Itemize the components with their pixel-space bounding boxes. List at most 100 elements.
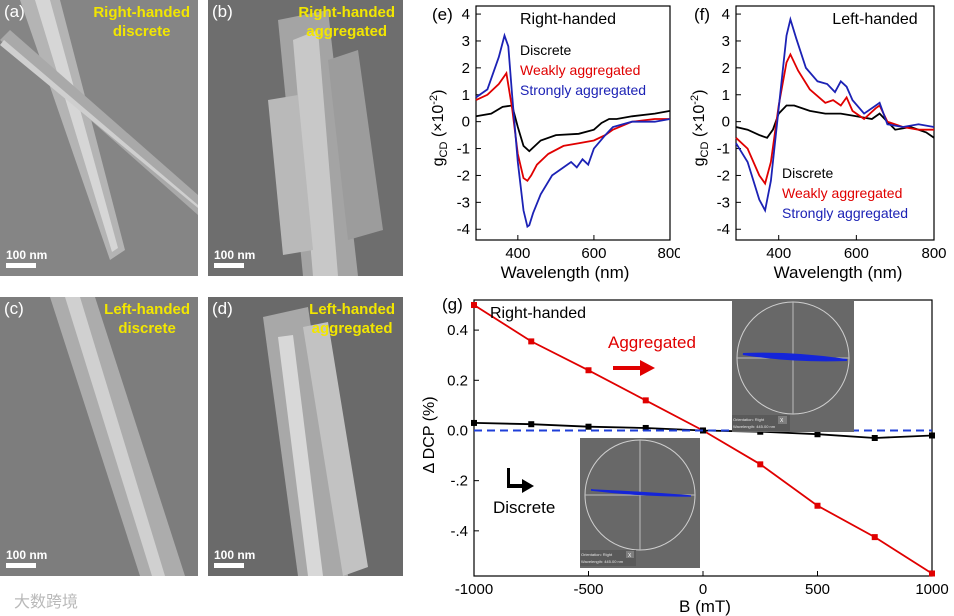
y-tick-label: 0 bbox=[722, 114, 730, 131]
x-tick-label: 800 bbox=[921, 245, 946, 262]
x-tick-label: 600 bbox=[581, 245, 606, 262]
sem-caption: Left-handed discrete bbox=[104, 300, 190, 338]
y-tick-label: -.4 bbox=[450, 523, 468, 540]
sem-texture bbox=[208, 297, 403, 576]
legend-entry: Weakly aggregated bbox=[782, 185, 902, 201]
data-point bbox=[642, 397, 649, 404]
y-tick-label: 2 bbox=[462, 60, 470, 77]
panel-label: (f) bbox=[694, 5, 710, 24]
sem-image-b: (b) Right-handed aggregated 100 nm bbox=[208, 0, 403, 276]
y-axis-label: Δ DCP (%) bbox=[421, 396, 438, 473]
scale-bar-line bbox=[6, 263, 36, 268]
data-point bbox=[757, 461, 764, 468]
x-tick-label: 400 bbox=[766, 245, 791, 262]
scale-bar: 100 nm bbox=[6, 248, 47, 268]
data-point bbox=[585, 367, 592, 374]
inset-wavelength-text: Wavelength: 445.00 nm bbox=[733, 424, 776, 429]
legend-entry: Strongly aggregated bbox=[782, 205, 908, 221]
series-line-strongly-aggregated bbox=[735, 15, 935, 214]
panel-letter: (b) bbox=[212, 2, 233, 21]
sem-caption: Left-handed aggregated bbox=[309, 300, 395, 338]
x-tick-label: 0 bbox=[699, 581, 707, 598]
series-line-discrete bbox=[475, 104, 671, 153]
polarization-inset-aggregated: Orientation: Right Wavelength: 445.00 nm… bbox=[732, 300, 854, 432]
y-tick-label: 0 bbox=[462, 114, 470, 131]
plot-frame bbox=[735, 5, 935, 241]
caption-line-2: aggregated bbox=[311, 320, 393, 337]
discrete-label: Discrete bbox=[493, 498, 555, 517]
watermark-text: 大数跨境 bbox=[14, 592, 79, 611]
data-point bbox=[528, 421, 535, 428]
scale-bar: 100 nm bbox=[214, 248, 255, 268]
data-point bbox=[642, 424, 649, 431]
series-line-strongly-aggregated bbox=[475, 32, 671, 229]
caption-line-1: Left-handed bbox=[309, 301, 395, 318]
y-tick-label: 1 bbox=[462, 87, 470, 104]
aggregated-label: Aggregated bbox=[608, 333, 696, 352]
sem-caption: Right-handed discrete bbox=[93, 3, 190, 41]
data-point bbox=[929, 432, 935, 439]
y-tick-label: 3 bbox=[722, 33, 730, 50]
caption-line-1: Right-handed bbox=[93, 4, 190, 21]
scale-label: 100 nm bbox=[6, 248, 48, 262]
inset-close-icon: X bbox=[780, 418, 784, 424]
y-axis-label: gCD (×10-2) bbox=[689, 90, 711, 167]
sem-image-c: (c) Left-handed discrete 100 nm bbox=[0, 297, 198, 576]
inset-orientation-text: Orientation: Right bbox=[581, 552, 613, 557]
panel-letter: (a) bbox=[4, 2, 25, 21]
panel-letter: (d) bbox=[212, 299, 233, 318]
legend-entry: Discrete bbox=[782, 165, 834, 181]
sem-caption: Right-handed aggregated bbox=[298, 3, 395, 41]
panel-label: (e) bbox=[432, 5, 453, 24]
scale-bar: 100 nm bbox=[214, 548, 255, 568]
y-tick-label: -2 bbox=[457, 167, 470, 184]
cd-spectrum-chart-left-handed: (f) 400 600 800 -4 -3 -2 -1 0 1 2 3 4 Left-handed D… bbox=[689, 5, 947, 282]
y-tick-label: -4 bbox=[717, 221, 730, 238]
x-tick-label: 600 bbox=[844, 245, 869, 262]
inset-close-icon: X bbox=[628, 553, 632, 559]
y-tick-label: -3 bbox=[717, 194, 730, 211]
data-point bbox=[929, 570, 935, 577]
inset-wavelength-text: Wavelength: 445.00 nm bbox=[581, 559, 624, 564]
scale-label: 100 nm bbox=[6, 548, 48, 562]
y-tick-label: 4 bbox=[722, 6, 730, 23]
sem-image-a: (a) Right-handed discrete 100 nm bbox=[0, 0, 198, 276]
legend-entry: Discrete bbox=[520, 42, 572, 58]
sem-image-d: (d) Left-handed aggregated 100 nm bbox=[208, 297, 403, 576]
y-tick-label: -1 bbox=[717, 141, 730, 158]
polarization-ellipse bbox=[590, 489, 692, 497]
caption-line-2: aggregated bbox=[306, 23, 388, 40]
caption-line-1: Left-handed bbox=[104, 301, 190, 318]
scale-bar: 100 nm bbox=[6, 548, 47, 568]
y-tick-label: 1 bbox=[722, 87, 730, 104]
scale-bar-line bbox=[6, 563, 36, 568]
caption-line-2: discrete bbox=[112, 23, 171, 40]
x-tick-label: 800 bbox=[657, 245, 680, 262]
data-point bbox=[871, 435, 878, 441]
discrete-arrow-icon bbox=[507, 468, 534, 493]
y-tick-label: 0.4 bbox=[447, 322, 468, 339]
x-axis-label: Wavelength (nm) bbox=[501, 263, 630, 282]
dcp-vs-field-chart: (g) -1000 -500 0 500 1000 -.4 -.2 0.0 0.2 0.4 Rig… bbox=[421, 295, 949, 616]
chart-title: Right-handed bbox=[490, 305, 586, 322]
data-point bbox=[585, 423, 592, 430]
scale-bar-line bbox=[214, 563, 244, 568]
data-point bbox=[528, 338, 535, 345]
aggregated-arrow-icon bbox=[613, 360, 655, 376]
y-tick-label: 4 bbox=[462, 6, 470, 23]
watermark-logo: 大数跨境 bbox=[14, 588, 78, 612]
x-tick-label: 500 bbox=[805, 581, 830, 598]
panel-label: (g) bbox=[442, 295, 463, 314]
polarization-inset-discrete: Orientation: Right Wavelength: 445.00 nm… bbox=[580, 438, 700, 568]
y-tick-label: -3 bbox=[457, 194, 470, 211]
series-line-aggregated bbox=[473, 304, 933, 575]
series-line-weakly-aggregated bbox=[475, 70, 670, 183]
legend-entry: Strongly aggregated bbox=[520, 82, 646, 98]
sem-texture bbox=[208, 0, 403, 276]
scale-label: 100 nm bbox=[214, 248, 256, 262]
y-tick-label: -2 bbox=[717, 167, 730, 184]
x-axis-label: Wavelength (nm) bbox=[774, 263, 903, 282]
x-axis-label: B (mT) bbox=[679, 597, 731, 616]
caption-line-2: discrete bbox=[118, 320, 176, 337]
